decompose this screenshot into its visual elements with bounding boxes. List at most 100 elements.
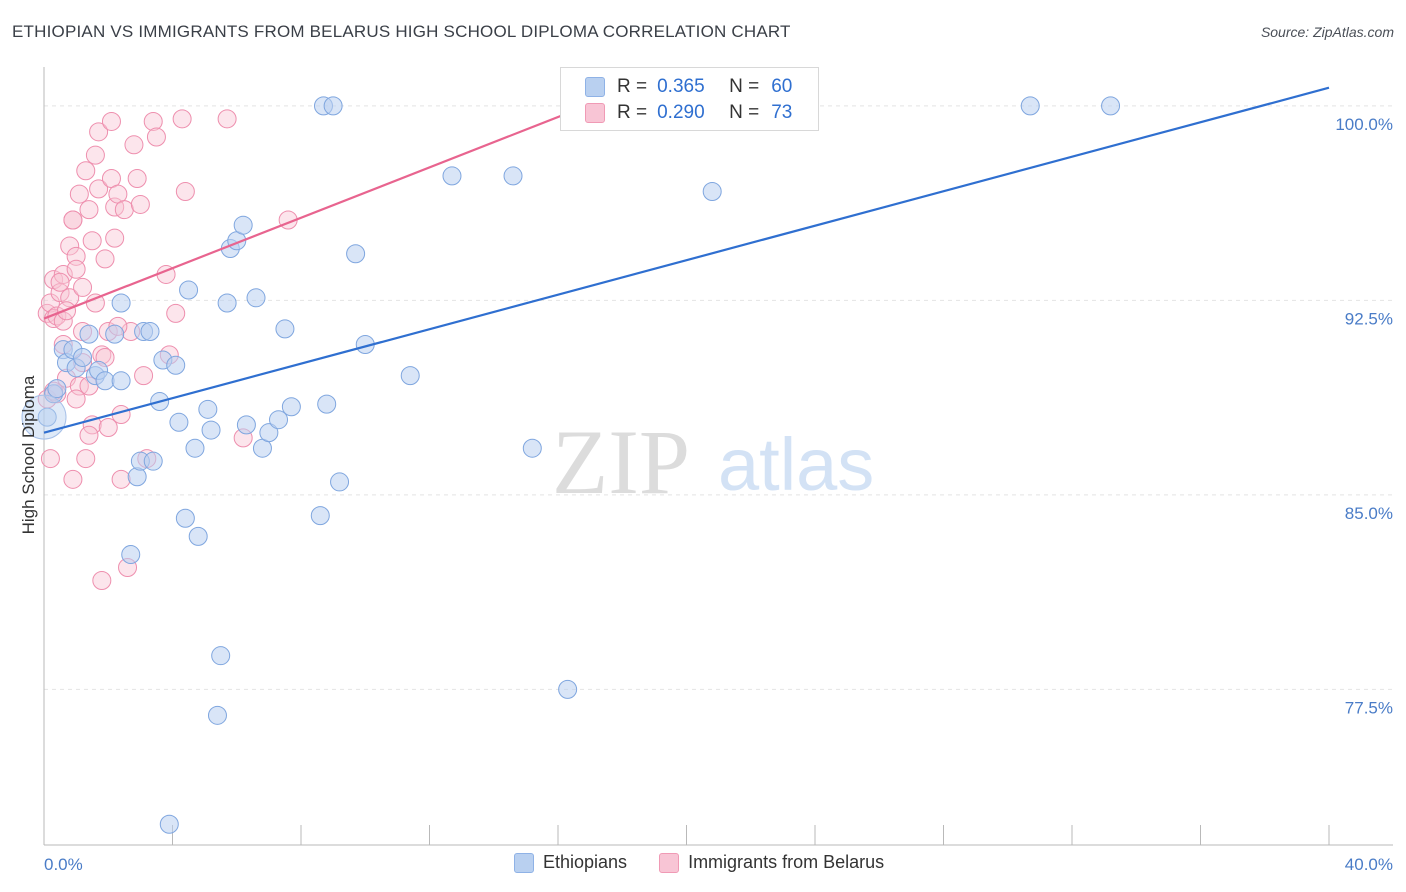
point-ethiopians bbox=[281, 397, 301, 417]
point-belarus bbox=[82, 231, 102, 251]
legend: R = 0.365 N = 60 R = 0.290 N = 73 bbox=[560, 67, 819, 131]
point-belarus bbox=[66, 259, 86, 279]
series-legend: Ethiopians Immigrants from Belarus bbox=[514, 852, 916, 873]
watermark-zip: ZIP bbox=[552, 411, 690, 513]
point-belarus bbox=[73, 277, 93, 297]
point-belarus bbox=[69, 184, 89, 204]
point-ethiopians bbox=[127, 467, 147, 487]
trend-line-ethiopians bbox=[43, 86, 1330, 434]
point-belarus bbox=[53, 264, 73, 284]
data-points bbox=[21, 96, 1121, 834]
legend-swatch-belarus bbox=[585, 103, 605, 123]
point-belarus bbox=[143, 111, 163, 131]
point-ethiopians bbox=[47, 379, 67, 399]
legend-r-value: 0.290 bbox=[657, 102, 705, 123]
x-tick-label-min: 0.0% bbox=[44, 855, 83, 874]
point-ethiopians bbox=[198, 399, 218, 419]
point-belarus bbox=[134, 366, 154, 386]
point-belarus bbox=[66, 389, 86, 409]
point-belarus bbox=[130, 194, 150, 214]
point-belarus bbox=[217, 109, 237, 129]
legend-row-ethiopians: R = 0.365 N = 60 bbox=[585, 74, 792, 100]
point-ethiopians bbox=[330, 472, 350, 492]
legend-r-label: R = bbox=[617, 76, 648, 97]
point-ethiopians bbox=[188, 526, 208, 546]
legend-n-value: 73 bbox=[771, 102, 793, 123]
point-belarus bbox=[146, 127, 166, 147]
point-ethiopians bbox=[323, 96, 343, 116]
point-belarus bbox=[76, 449, 96, 469]
x-tick-label-max: 40.0% bbox=[1345, 855, 1393, 874]
point-belarus bbox=[79, 425, 99, 445]
point-belarus bbox=[63, 469, 83, 489]
y-tick-label: 85.0% bbox=[1345, 504, 1393, 523]
series-legend-ethiopians: Ethiopians bbox=[514, 852, 627, 873]
trend-line-belarus bbox=[43, 97, 607, 320]
legend-n-value: 60 bbox=[771, 76, 793, 97]
y-tick-label: 100.0% bbox=[1335, 115, 1393, 134]
point-belarus bbox=[85, 145, 105, 165]
point-ethiopians bbox=[79, 324, 99, 344]
point-ethiopians bbox=[169, 412, 189, 432]
series-label-ethiopians: Ethiopians bbox=[543, 852, 628, 872]
point-belarus bbox=[166, 303, 186, 323]
axes bbox=[43, 67, 1393, 846]
point-ethiopians bbox=[111, 371, 131, 391]
point-ethiopians bbox=[140, 322, 160, 342]
point-ethiopians bbox=[317, 394, 337, 414]
point-belarus bbox=[89, 122, 109, 142]
point-ethiopians bbox=[159, 814, 179, 834]
point-belarus bbox=[98, 417, 118, 437]
point-ethiopians bbox=[400, 366, 420, 386]
point-belarus bbox=[105, 228, 125, 248]
point-ethiopians bbox=[503, 166, 523, 186]
point-ethiopians bbox=[236, 415, 256, 435]
point-belarus bbox=[95, 249, 115, 269]
chart-title: ETHIOPIAN VS IMMIGRANTS FROM BELARUS HIG… bbox=[12, 22, 791, 41]
point-ethiopians bbox=[310, 506, 330, 526]
point-belarus bbox=[175, 181, 195, 201]
trend-lines bbox=[43, 86, 1330, 434]
point-belarus bbox=[63, 210, 83, 230]
source-label: Source: ZipAtlas.com bbox=[1260, 24, 1394, 40]
point-belarus bbox=[101, 111, 121, 131]
point-belarus bbox=[124, 135, 144, 155]
y-tick-label: 77.5% bbox=[1345, 698, 1393, 717]
point-belarus bbox=[172, 109, 192, 129]
point-ethiopians bbox=[37, 407, 57, 427]
watermark-atlas: atlas bbox=[718, 423, 874, 506]
point-belarus bbox=[66, 246, 86, 266]
point-ethiopians bbox=[217, 293, 237, 313]
point-ethiopians bbox=[259, 423, 279, 443]
legend-n-label: N = bbox=[729, 102, 760, 123]
point-belarus bbox=[76, 161, 96, 181]
point-ethiopians bbox=[702, 181, 722, 201]
point-ethiopians bbox=[246, 288, 266, 308]
point-belarus bbox=[89, 179, 109, 199]
point-ethiopians bbox=[143, 451, 163, 471]
point-ethiopians bbox=[558, 679, 578, 699]
point-belarus bbox=[92, 570, 112, 590]
point-ethiopians bbox=[179, 280, 199, 300]
point-belarus bbox=[50, 283, 70, 303]
point-ethiopians bbox=[211, 646, 231, 666]
point-ethiopians-large bbox=[21, 394, 67, 440]
point-ethiopians bbox=[269, 410, 289, 430]
point-belarus bbox=[114, 200, 134, 220]
series-label-belarus: Immigrants from Belarus bbox=[688, 852, 885, 872]
point-belarus bbox=[111, 469, 131, 489]
series-swatch-ethiopians bbox=[514, 852, 534, 873]
point-ethiopians bbox=[207, 705, 227, 725]
point-belarus bbox=[60, 236, 80, 256]
point-ethiopians bbox=[166, 355, 186, 375]
series-swatch-belarus bbox=[659, 852, 680, 873]
point-ethiopians bbox=[522, 438, 542, 458]
y-axis-label: High School Diploma bbox=[19, 375, 38, 534]
point-ethiopians bbox=[201, 420, 221, 440]
point-belarus bbox=[127, 169, 147, 189]
legend-row-belarus: R = 0.290 N = 73 bbox=[585, 100, 792, 126]
point-ethiopians bbox=[1020, 96, 1040, 116]
point-belarus bbox=[40, 449, 60, 469]
point-ethiopians bbox=[346, 244, 366, 264]
